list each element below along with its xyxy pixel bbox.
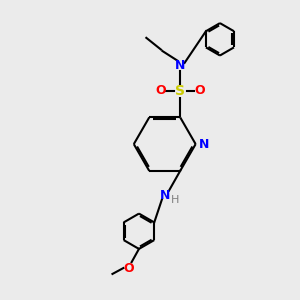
Text: O: O: [123, 262, 134, 275]
Text: S: S: [175, 84, 185, 98]
Text: H: H: [171, 195, 179, 205]
Text: N: N: [160, 189, 171, 203]
Text: O: O: [194, 84, 205, 97]
Text: N: N: [199, 138, 209, 151]
Text: O: O: [156, 84, 167, 97]
Text: N: N: [175, 59, 185, 72]
